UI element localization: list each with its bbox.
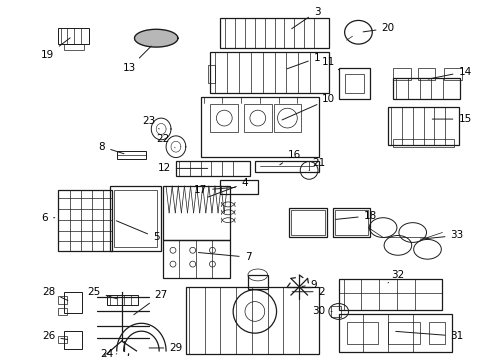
Bar [417,68,434,80]
Bar [247,275,267,289]
Bar [58,28,89,44]
Bar [117,150,146,158]
Bar [58,336,67,343]
Text: 22: 22 [156,134,175,148]
Text: 25: 25 [87,287,117,299]
Bar [338,68,369,99]
Bar [392,68,410,80]
Text: 5: 5 [116,221,159,243]
Text: 4: 4 [208,178,248,197]
Bar [254,161,318,172]
Bar [344,74,364,94]
Bar [58,307,67,315]
Text: 7: 7 [198,252,251,262]
Bar [64,292,82,314]
Text: 8: 8 [99,142,123,154]
Bar [444,68,461,80]
Bar [220,180,257,194]
Text: 11: 11 [322,57,338,70]
Bar [273,104,301,132]
Bar [58,190,112,251]
Text: 12: 12 [157,163,207,174]
Text: 24: 24 [100,349,117,359]
Bar [110,186,161,251]
Bar [107,295,138,305]
Bar [200,97,318,157]
Text: 28: 28 [42,287,68,301]
Text: 23: 23 [142,116,159,129]
Text: 9: 9 [302,280,317,290]
Bar [387,107,458,145]
Bar [338,314,451,352]
Text: 15: 15 [431,114,470,124]
Text: 13: 13 [122,46,151,73]
Text: 2: 2 [291,287,325,297]
Text: 3: 3 [291,6,320,29]
Text: 16: 16 [279,150,300,165]
Bar [64,44,84,50]
Bar [210,104,238,132]
Text: 17: 17 [194,185,235,195]
Polygon shape [134,29,178,47]
Bar [163,240,230,278]
Bar [114,190,157,247]
Bar [207,65,215,82]
Bar [185,287,318,354]
Bar [220,18,328,48]
Text: 30: 30 [312,306,331,316]
Bar [289,208,326,238]
Text: 1: 1 [286,53,320,69]
Bar [291,210,324,235]
Bar [392,78,459,99]
Bar [163,186,230,240]
Text: 29: 29 [149,343,182,353]
Text: 32: 32 [387,270,404,283]
Bar [332,208,369,238]
Text: 6: 6 [41,213,55,223]
Bar [387,322,419,344]
Text: 20: 20 [363,23,394,33]
Bar [210,52,328,94]
Bar [338,279,441,310]
Text: 33: 33 [420,230,463,240]
Bar [334,210,367,235]
Bar [330,306,340,318]
Bar [244,104,271,132]
Bar [64,331,82,349]
Text: 21: 21 [308,158,325,170]
Text: 14: 14 [427,67,470,79]
Text: 18: 18 [335,211,376,221]
Text: 10: 10 [282,94,335,120]
Bar [58,296,67,303]
Text: 27: 27 [134,290,167,315]
Text: 26: 26 [42,331,67,341]
Bar [428,322,445,344]
Text: 19: 19 [41,38,70,60]
Bar [346,322,377,344]
Bar [392,139,453,147]
Bar [176,161,249,176]
Text: 31: 31 [395,331,463,341]
